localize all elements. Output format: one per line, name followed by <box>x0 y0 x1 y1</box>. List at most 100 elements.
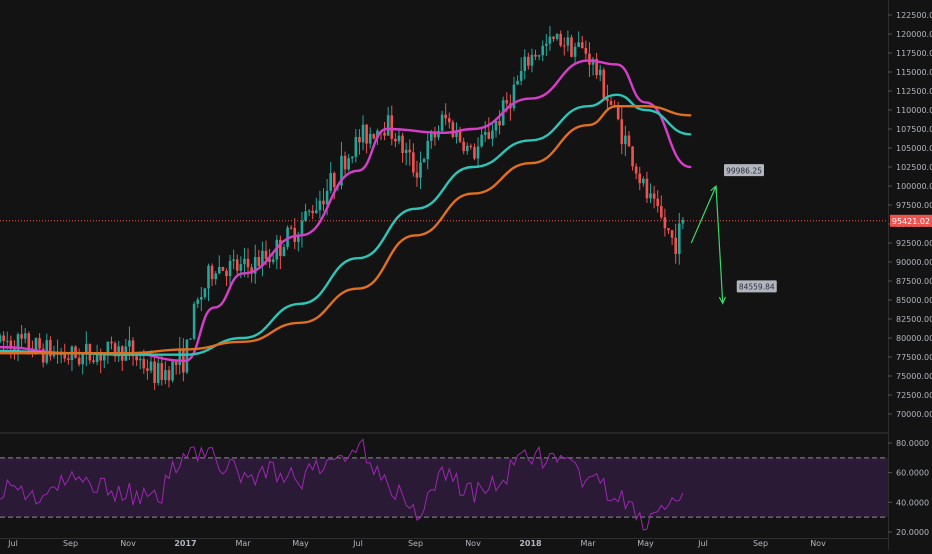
candle-body <box>243 258 246 265</box>
candle-body <box>476 146 480 159</box>
rsi-band-fill <box>0 457 888 518</box>
candle-body <box>602 69 606 99</box>
rsi-tick-label: 80.0000 <box>896 439 929 448</box>
price-tick-label: 122500.00 <box>896 11 932 20</box>
price-tick-label: 112500.00 <box>896 87 932 96</box>
candle-body <box>580 42 584 49</box>
projection-arrowhead-down <box>718 296 726 305</box>
candle-body <box>138 359 142 361</box>
candle-body <box>606 98 609 102</box>
candle-body <box>20 334 23 339</box>
ma-teal-line <box>0 93 692 356</box>
candle-body <box>649 193 652 199</box>
candle-body <box>634 166 638 174</box>
candle-body <box>631 146 634 167</box>
candle-body <box>480 134 483 147</box>
rsi-tick-label: 20.0000 <box>896 528 929 537</box>
candle-body <box>189 338 192 340</box>
candle-body <box>638 173 642 184</box>
candle-body <box>588 53 591 65</box>
candle-body <box>430 132 433 141</box>
candle-body <box>318 200 322 211</box>
candle-body <box>516 80 519 85</box>
last-price-label: 95421.02 <box>892 217 930 226</box>
candle-body <box>519 71 523 81</box>
candle-body <box>595 58 598 76</box>
candle-body <box>156 363 160 384</box>
candle-body <box>437 130 440 138</box>
candle-body <box>261 250 264 266</box>
candle-body <box>95 353 99 363</box>
candle-body <box>350 156 354 159</box>
time-axis-label: Nov <box>810 539 826 548</box>
candle-body <box>645 178 649 199</box>
candle-body <box>667 228 670 231</box>
candle-body <box>128 340 131 347</box>
candle-body <box>512 84 516 109</box>
candle-body <box>113 343 117 357</box>
candle-body <box>142 359 146 369</box>
projection-arrowhead-up <box>710 184 717 194</box>
candle-body <box>102 352 106 361</box>
rsi-line <box>0 438 684 531</box>
candle-body <box>214 273 217 280</box>
candle-body <box>232 259 235 261</box>
candle-body <box>110 341 113 344</box>
candle-body <box>663 217 667 229</box>
candle-body <box>523 56 527 72</box>
time-axis-label: 2017 <box>174 539 196 548</box>
candle-body <box>627 135 631 147</box>
price-tick-label: 110000.00 <box>896 106 932 115</box>
projection-target-label-bg <box>724 164 764 177</box>
candle-body <box>408 149 412 153</box>
candle-body <box>149 361 153 371</box>
candle-body <box>394 138 397 142</box>
candle-body <box>555 33 559 39</box>
candle-body <box>340 155 343 186</box>
price-tick-label: 90000.00 <box>896 258 932 267</box>
candle-body <box>552 36 555 39</box>
candle-body <box>419 162 422 178</box>
projection-low-label-bg <box>736 280 777 293</box>
candle-body <box>81 353 85 365</box>
time-axis-label: Nov <box>120 539 136 548</box>
candle-body <box>279 239 282 257</box>
candle-body <box>246 258 250 268</box>
candle-body <box>584 48 588 54</box>
candle-body <box>135 356 138 361</box>
candle-body <box>566 37 570 46</box>
price-tick-label: 115000.00 <box>896 68 932 77</box>
candle-body <box>505 100 509 104</box>
candle-body <box>358 137 361 143</box>
candle-body <box>447 118 451 123</box>
candle-body <box>225 270 228 277</box>
candle-body <box>652 193 656 199</box>
candle-body <box>455 131 458 138</box>
candle-body <box>322 200 325 205</box>
candle-body <box>9 340 13 349</box>
price-tick-label: 70000.00 <box>896 410 932 419</box>
candle-body <box>537 55 541 57</box>
candle-body <box>404 149 408 153</box>
candle-body <box>264 250 268 259</box>
candle-body <box>598 69 602 76</box>
candle-body <box>0 335 2 342</box>
candle-body <box>530 54 534 66</box>
candle-body <box>178 349 182 365</box>
candle-body <box>674 237 677 255</box>
candle-body <box>250 267 253 274</box>
candle-body <box>153 361 156 384</box>
time-axis-label: Sep <box>753 539 768 548</box>
candle-body <box>642 178 645 184</box>
candle-body <box>494 120 498 131</box>
time-axis-label: Jul <box>352 539 363 548</box>
candle-body <box>23 333 27 339</box>
price-tick-label: 80000.00 <box>896 334 932 343</box>
rsi-tick-label: 60.0000 <box>896 469 929 478</box>
candle-body <box>271 259 275 263</box>
candle-body <box>545 43 548 46</box>
candle-body <box>469 145 473 148</box>
candle-body <box>27 333 31 351</box>
candle-body <box>106 341 110 353</box>
candle-body <box>462 141 465 152</box>
